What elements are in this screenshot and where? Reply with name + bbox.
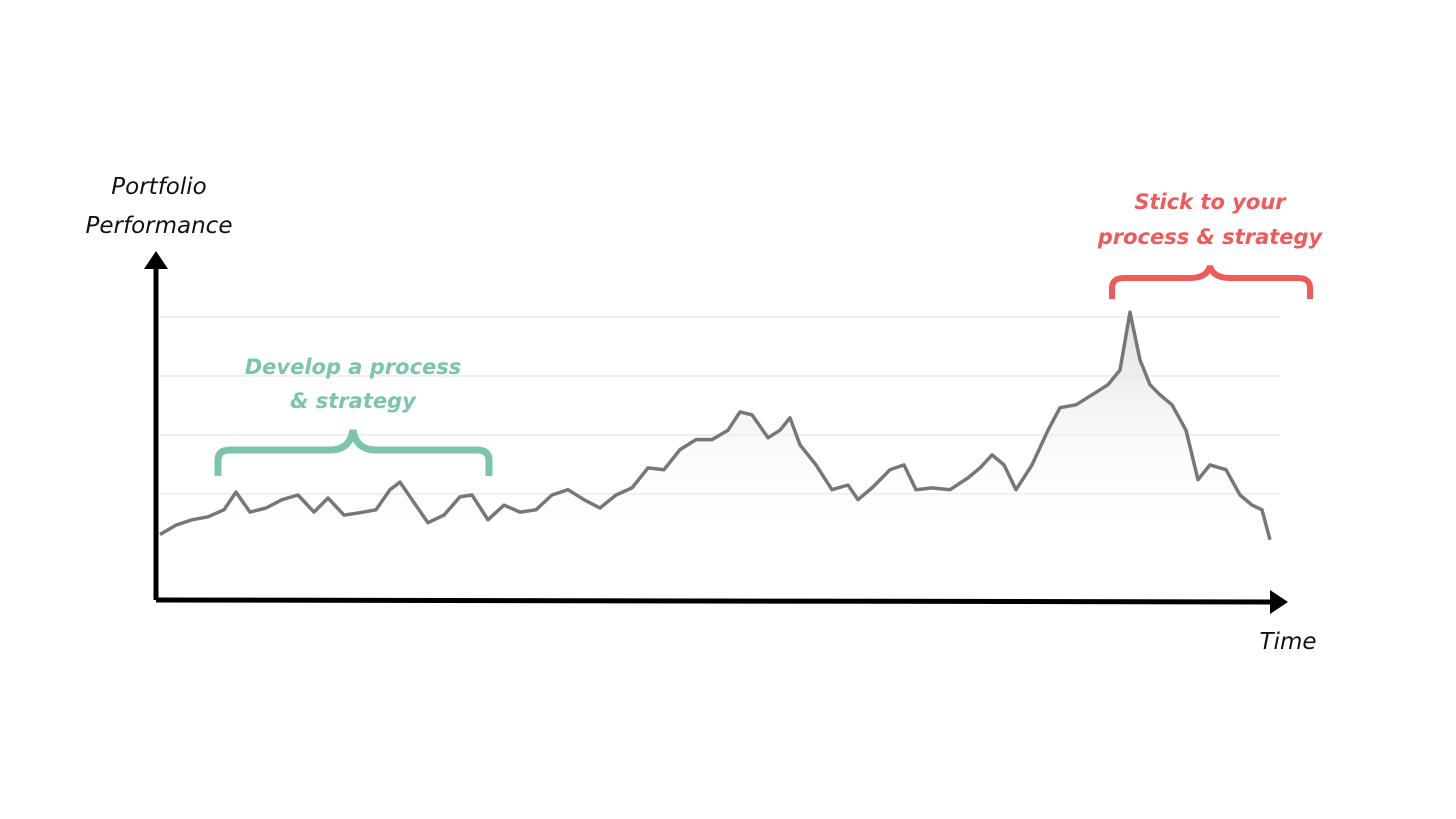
x-axis-arrow <box>1270 590 1288 614</box>
x-axis <box>155 597 1277 605</box>
brace <box>214 429 493 476</box>
x-axis-label: Time <box>1260 629 1317 655</box>
y-axis-label: Performance <box>86 213 233 239</box>
annotation: Stick to your <box>1134 190 1287 214</box>
annotation: & strategy <box>290 389 417 413</box>
plot <box>159 310 1272 544</box>
line <box>159 310 1272 541</box>
annotation: process & strategy <box>1097 225 1324 249</box>
y-axis-label: Portfolio <box>111 174 206 200</box>
annotation: Develop a process <box>245 355 462 379</box>
brace <box>1109 265 1313 299</box>
y-axis-arrow <box>144 251 168 269</box>
area <box>160 312 1270 544</box>
